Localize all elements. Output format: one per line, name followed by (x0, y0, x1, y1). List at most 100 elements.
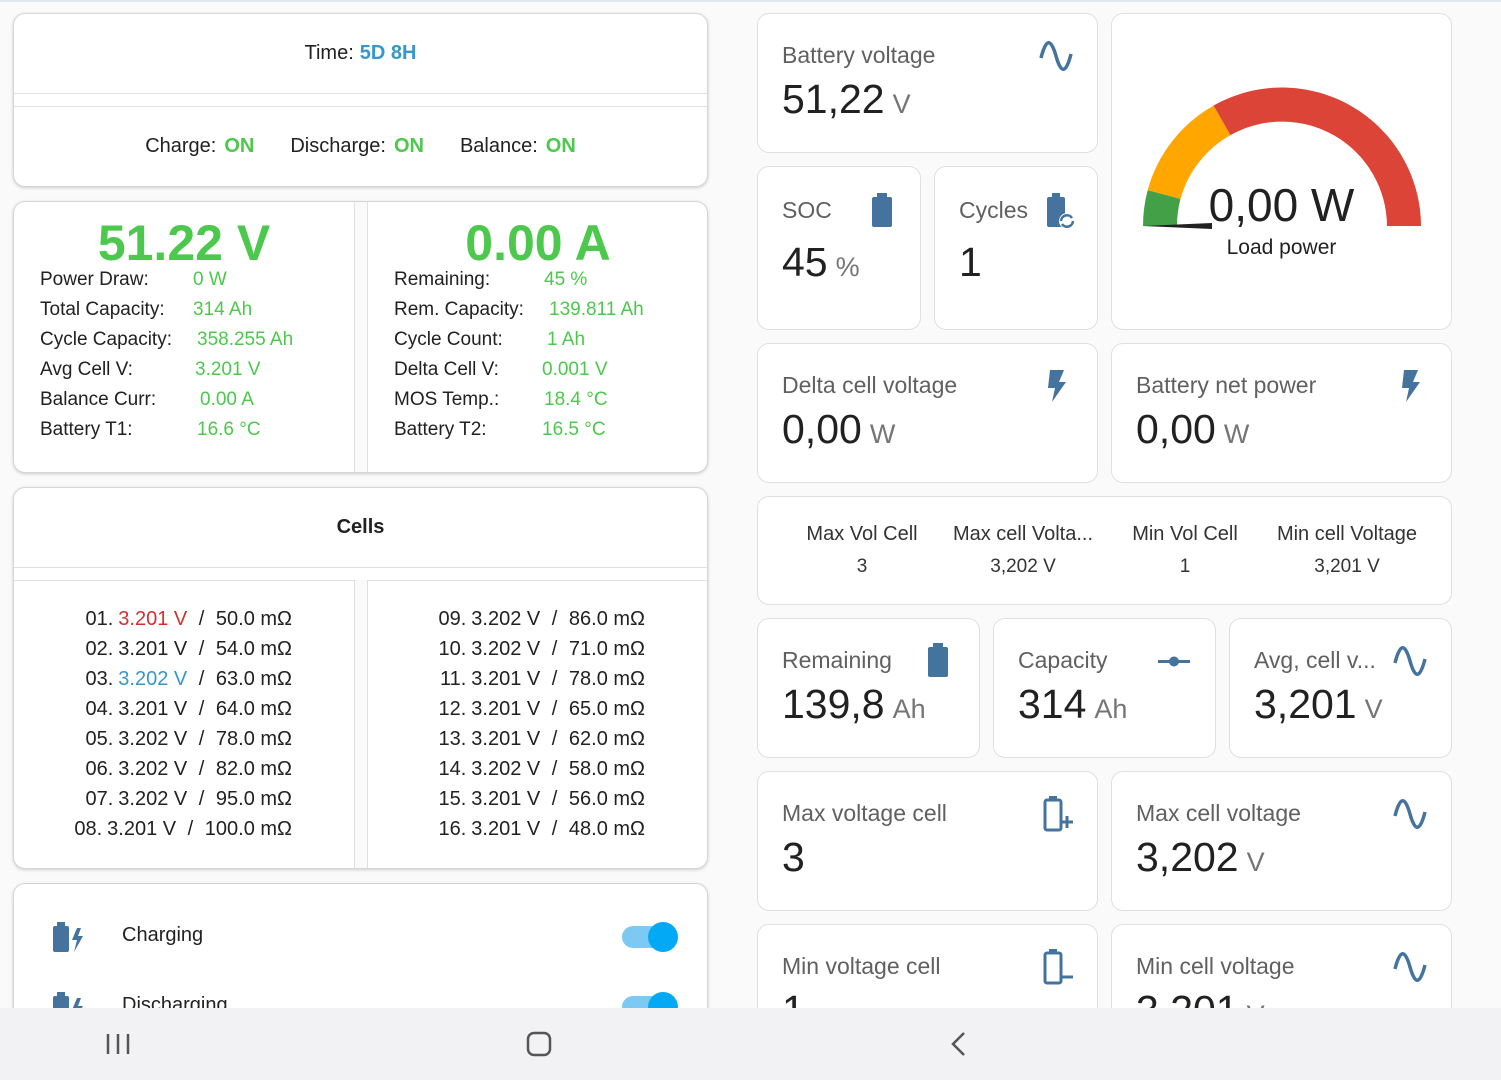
value-number: 3,202 (1136, 834, 1239, 880)
cell-number: 14. (438, 758, 467, 780)
value-unit: Ah (1094, 694, 1128, 724)
recent-apps-button[interactable] (98, 1024, 138, 1064)
stat-row: Delta Cell V: 0.001 V (394, 359, 694, 385)
tile-title: Battery net power (1136, 372, 1317, 398)
stats-divider (354, 202, 368, 472)
cell-separator: / (193, 788, 210, 810)
gauge-svg (1143, 87, 1421, 229)
stat-value: 0.00 A (200, 389, 254, 410)
cell-separator: / (182, 818, 199, 840)
attribute-item: Min Vol Cell 1 (1105, 523, 1265, 578)
charging-toggle[interactable] (622, 922, 678, 952)
cell-row: 03. 3.202 V / 63.0 mΩ (85, 668, 292, 691)
cell-resistance: 63.0 mΩ (215, 668, 292, 690)
discharge-state: Discharge: ON (290, 135, 424, 158)
cell-resistance: 56.0 mΩ (568, 788, 645, 810)
status-card: Time: 5D 8H Charge: ON Discharge: ON Balan… (13, 13, 708, 187)
cell-number: 03. (85, 668, 114, 690)
stat-label: Delta Cell V: (394, 359, 499, 380)
cell-number: 10. (438, 638, 467, 660)
value-number: 0,00 (1136, 406, 1216, 452)
cell-voltage: 3.202 V (471, 608, 541, 630)
cell-separator: / (546, 758, 563, 780)
cell-voltage: 3.201 V (471, 788, 541, 810)
cell-separator: / (546, 818, 563, 840)
discharge-value: ON (393, 135, 424, 157)
stat-label: Cycle Count: (394, 329, 503, 350)
attribute-value: 1 (1179, 556, 1191, 577)
cell-row: 08. 3.201 V / 100.0 mΩ (74, 818, 292, 841)
attribute-value: 3,201 V (1314, 556, 1380, 577)
cell-row: 02. 3.201 V / 54.0 mΩ (85, 638, 292, 661)
cell-row: 13. 3.201 V / 62.0 mΩ (438, 728, 645, 751)
charge-label: Charge: (145, 135, 217, 157)
cell-number: 16. (438, 818, 467, 840)
battery-icon (872, 193, 892, 227)
back-button[interactable] (940, 1024, 980, 1064)
charging-switch-row[interactable]: Charging (14, 906, 707, 966)
battery-voltage-tile[interactable]: Battery voltage 51,22 V (757, 13, 1098, 153)
lightning-icon (1048, 370, 1066, 402)
stat-label: Cycle Capacity: (40, 329, 172, 350)
cell-number: 09. (438, 608, 467, 630)
cell-voltage: 3.202 V (118, 788, 188, 810)
tile-title: Capacity (1018, 647, 1108, 673)
tile-title: Max voltage cell (782, 800, 947, 826)
tile-title: Cycles (959, 197, 1029, 223)
cell-number: 08. (74, 818, 103, 840)
gauge-segment-orange (1147, 105, 1231, 199)
cycles-tile[interactable]: Cycles 1 (934, 166, 1098, 330)
cell-number: 05. (85, 728, 114, 750)
home-button[interactable] (519, 1024, 559, 1064)
stat-row: Rem. Capacity: 139.811 Ah (394, 299, 694, 325)
cell-separator: / (193, 668, 210, 690)
cell-separator: / (546, 698, 563, 720)
top-border (0, 0, 1501, 2)
max-voltage-cell-tile[interactable]: Max voltage cell 3 (757, 771, 1098, 911)
max-cell-voltage-tile[interactable]: Max cell voltage 3,202 V (1111, 771, 1452, 911)
uptime-row: Time: 5D 8H (14, 14, 707, 94)
stat-label: Balance Curr: (40, 389, 157, 410)
cell-voltage: 3.201 V (471, 698, 541, 720)
stat-row: Remaining: 45 % (394, 269, 694, 295)
tile-title: SOC (782, 197, 832, 223)
cell-resistance: 62.0 mΩ (568, 728, 645, 750)
stat-row: Battery T2: 16.5 °C (394, 419, 694, 445)
soc-tile[interactable]: SOC 45% (757, 166, 921, 330)
cell-voltage: 3.201 V (471, 728, 541, 750)
stat-value: 45 % (544, 269, 588, 290)
gauge-segment-green (1143, 190, 1181, 226)
sine-wave-icon (1393, 952, 1427, 982)
load-power-gauge-card[interactable]: 0,00 W Load power (1111, 13, 1452, 330)
cell-resistance: 54.0 mΩ (215, 638, 292, 660)
cell-row: 12. 3.201 V / 65.0 mΩ (438, 698, 645, 721)
cell-row: 07. 3.202 V / 95.0 mΩ (85, 788, 292, 811)
value-unit: W (1223, 419, 1250, 449)
stat-row: Total Capacity: 314 Ah (40, 299, 340, 325)
value-unit: % (835, 252, 860, 282)
stat-label: Power Draw: (40, 269, 149, 290)
sine-wave-icon (1039, 41, 1073, 71)
cell-voltage: 3.201 V (471, 818, 541, 840)
cell-row: 10. 3.202 V / 71.0 mΩ (438, 638, 645, 661)
capacity-tile[interactable]: Capacity 314 Ah (993, 618, 1216, 758)
avg-cell-voltage-tile[interactable]: Avg, cell v... 3,201 V (1229, 618, 1452, 758)
cell-resistance: 78.0 mΩ (568, 668, 645, 690)
stat-value: 0.001 V (542, 359, 608, 380)
attribute-item: Max cell Volta... 3,202 V (943, 523, 1103, 578)
cell-voltage: 3.202 V (118, 758, 188, 780)
cell-separator: / (193, 638, 210, 660)
cell-resistance: 65.0 mΩ (568, 698, 645, 720)
battery-net-power-tile[interactable]: Battery net power 0,00 W (1111, 343, 1452, 483)
delta-cell-voltage-tile[interactable]: Delta cell voltage 0,00 W (757, 343, 1098, 483)
cell-separator: / (546, 668, 563, 690)
stats-right-column: 0.00 A Remaining: 45 % Rem. Capacity: 139.8… (368, 202, 707, 472)
stat-row: MOS Temp.: 18.4 °C (394, 389, 694, 415)
cell-separator: / (193, 608, 210, 630)
gauge-needle (1143, 223, 1212, 229)
cell-voltage: 3.201 V (118, 608, 188, 630)
cell-row: 01. 3.201 V / 50.0 mΩ (85, 608, 292, 631)
remaining-tile[interactable]: Remaining 139,8 Ah (757, 618, 980, 758)
cell-resistance: 50.0 mΩ (215, 608, 292, 630)
